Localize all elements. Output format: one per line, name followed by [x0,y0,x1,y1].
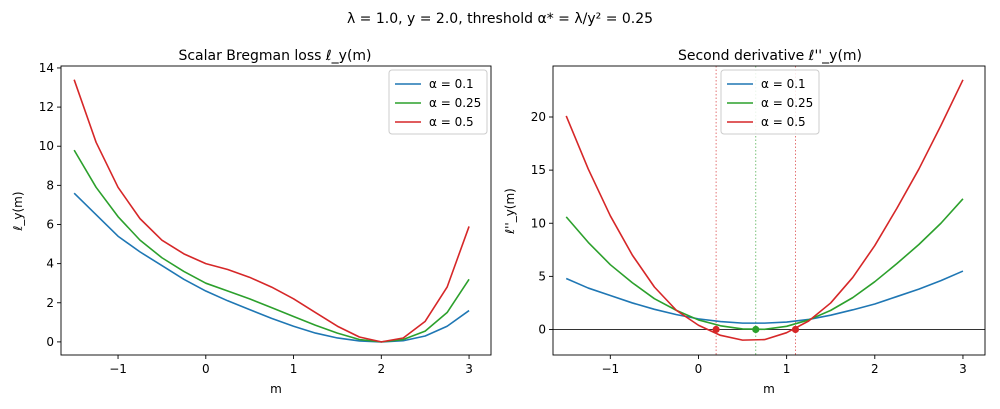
bregman-loss-xtick-label: 3 [465,362,473,376]
bregman-loss-ytick-label: 4 [46,257,54,271]
bregman-loss-plot-frame [60,65,492,356]
second-derivative-legend: α = 0.1 α = 0.25 α = 0.5 [720,69,820,135]
legend-label-alpha-0.1: α = 0.1 [761,77,806,91]
second-derivative-ytick-label: 20 [531,110,546,124]
bregman-loss-xlabel: m [270,382,282,396]
second-derivative-xtick-label: 1 [783,362,791,376]
bregman-loss-ytick-label: 8 [46,178,54,192]
legend-label-alpha-0.5: α = 0.5 [761,115,806,129]
bregman-loss-series-line-1 [73,149,470,343]
second-derivative-series-line-0 [565,270,964,324]
second-derivative-xtick-label: −1 [601,362,619,376]
second-derivative-ytick-label: 0 [538,323,546,337]
second-derivative-xlabel: m [763,382,775,396]
second-derivative-ytick-label: 10 [531,216,546,230]
bregman-loss-ytick-label: 0 [46,335,54,349]
second-derivative-ytick-label: 5 [538,269,546,283]
bregman-loss-xtick-label: 1 [290,362,298,376]
bregman-loss-ytick-label: 12 [39,100,54,114]
bregman-loss-xtick-label: 0 [202,362,210,376]
second-derivative-series-line-1 [565,198,964,331]
bregman-loss-series-line-0 [73,192,470,343]
second-derivative-plot-frame [552,65,986,356]
second-derivative-point-0 [712,325,720,334]
bregman-loss-ylabel: ℓ_y(m) [11,191,25,231]
second-derivative-point-2 [791,325,800,334]
bregman-loss-legend: α = 0.1 α = 0.25 α = 0.5 [388,69,488,135]
bregman-loss-ytick-label: 6 [46,217,54,231]
bregman-loss-panel: Scalar Bregman loss ℓ_y(m) −1 0 1 2 30246810… [11,48,492,396]
bregman-loss-title: Scalar Bregman loss ℓ_y(m) [178,48,371,64]
second-derivative-xtick-label: 2 [871,362,879,376]
second-derivative-panel: Second derivative ℓ''_y(m) −1 0 1 2 3 0 5 10 15 2… [503,48,986,396]
second-derivative-xtick-label: 3 [959,362,967,376]
second-derivative-ytick-label: 15 [531,163,546,177]
bregman-loss-ytick-label: 14 [39,61,54,75]
second-derivative-point-1 [752,325,760,334]
legend-label-alpha-0.5: α = 0.5 [429,115,474,129]
figure-suptitle: λ = 1.0, y = 2.0, threshold α* = λ/y² = … [347,11,653,27]
legend-label-alpha-0.25: α = 0.25 [761,96,813,110]
legend-label-alpha-0.1: α = 0.1 [429,77,474,91]
bregman-loss-ytick-label: 2 [46,296,54,310]
bregman-loss-xtick-label: 2 [377,362,385,376]
bregman-loss-ytick-label: 10 [39,139,54,153]
second-derivative-ylabel: ℓ''_y(m) [503,188,517,235]
legend-label-alpha-0.25: α = 0.25 [429,96,481,110]
second-derivative-title: Second derivative ℓ''_y(m) [678,48,862,64]
second-derivative-xtick-label: 0 [695,362,703,376]
bregman-loss-xtick-label: −1 [109,362,127,376]
second-derivative-series-line-2 [565,79,964,341]
bregman-loss-series-line-2 [73,79,470,343]
